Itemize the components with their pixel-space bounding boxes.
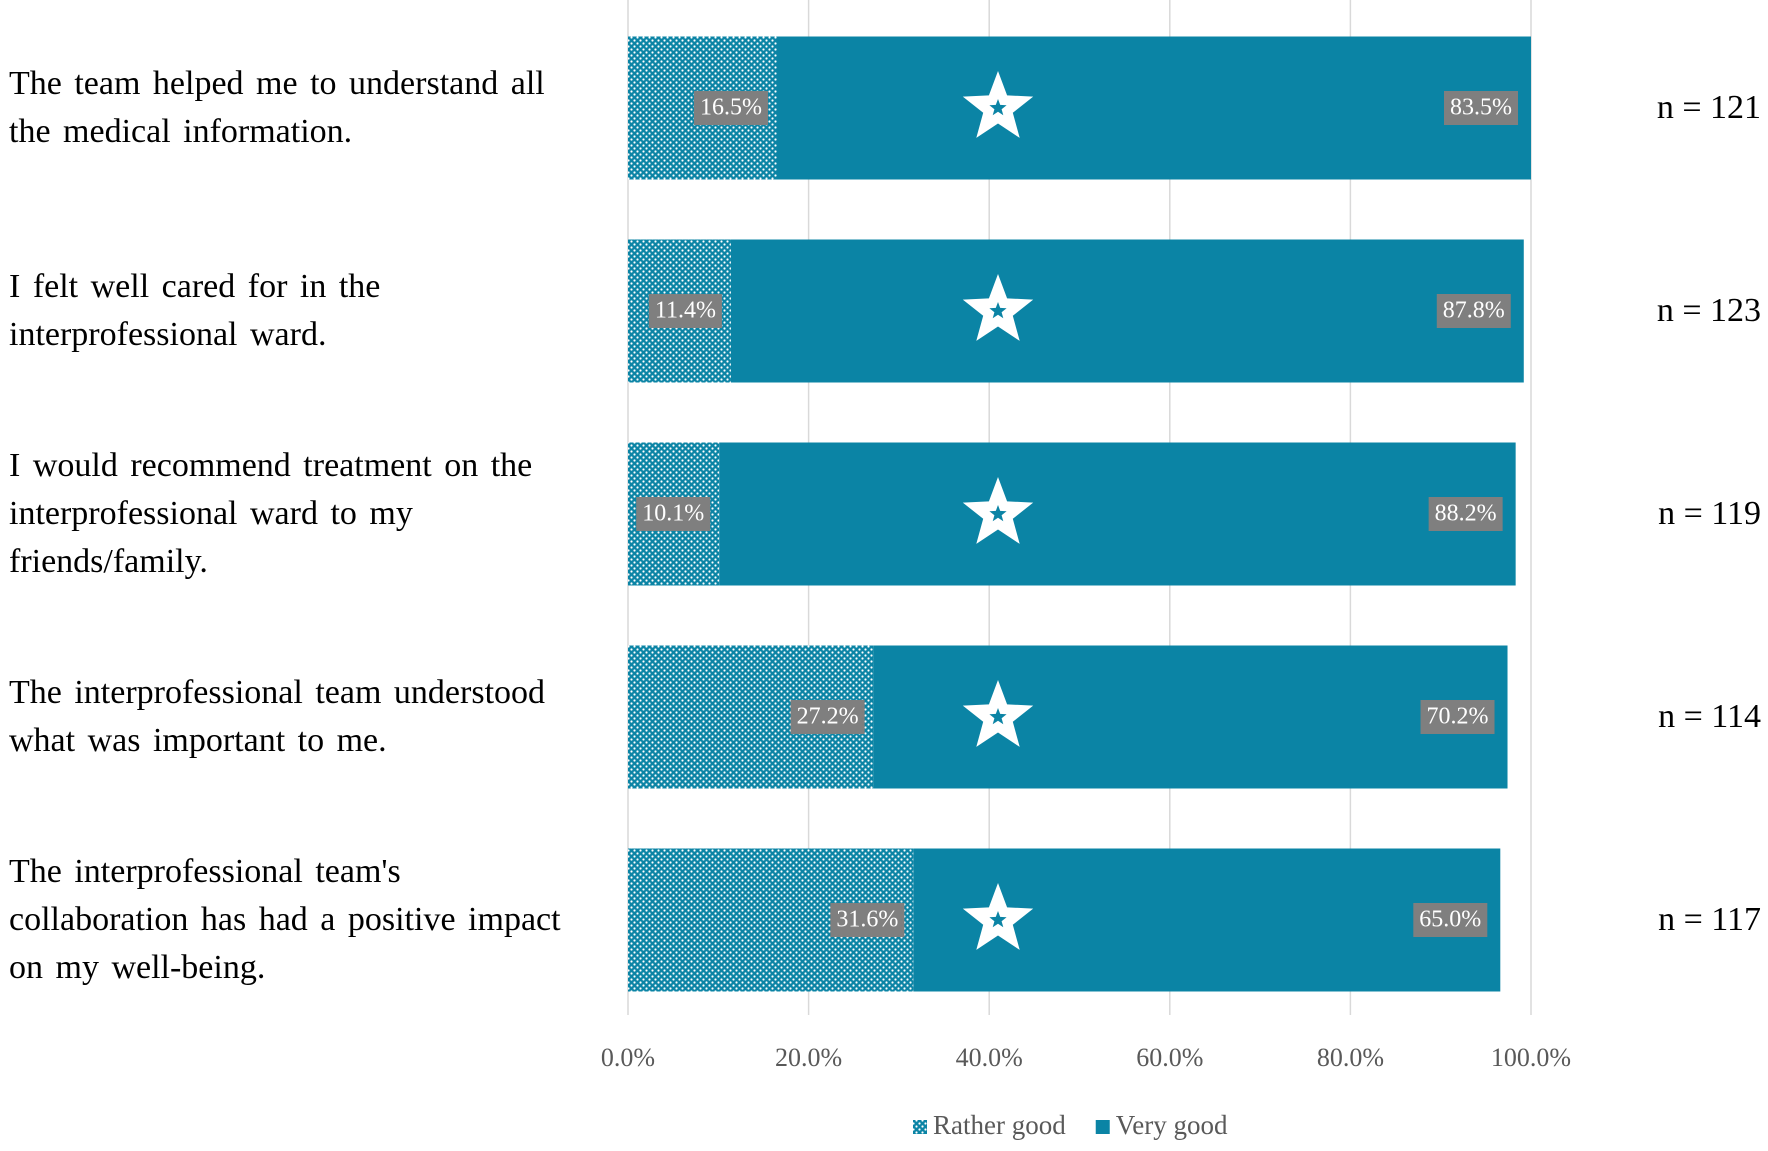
value-label: 11.4%	[655, 298, 716, 324]
x-tick-label: 0.0%	[601, 1043, 655, 1072]
bar-segment	[873, 645, 1508, 789]
category-label: The team helped me to understand all the…	[9, 65, 545, 150]
value-label-box	[1420, 700, 1495, 734]
value-label-box	[1436, 294, 1511, 328]
n-label: n = 114	[1658, 698, 1761, 735]
value-label-box	[1413, 903, 1488, 937]
value-label-box	[790, 700, 865, 734]
legend-marker	[1095, 1120, 1110, 1134]
legend-marker	[913, 1120, 927, 1134]
star-icon	[989, 708, 1007, 725]
x-tick-label: 40.0%	[956, 1043, 1023, 1072]
value-label-box	[693, 91, 768, 125]
legend-label: Very good	[1116, 1110, 1228, 1140]
value-label: 87.8%	[1443, 298, 1505, 324]
value-label: 27.2%	[797, 704, 859, 730]
star-icon	[989, 99, 1007, 116]
x-tick-label: 60.0%	[1136, 1043, 1203, 1072]
category-label: I felt well cared for in the interprofes…	[9, 268, 381, 353]
n-label: n = 121	[1656, 89, 1761, 126]
value-label-box	[1444, 91, 1518, 125]
value-label: 16.5%	[700, 95, 762, 121]
n-label: n = 123	[1656, 292, 1761, 329]
value-label: 31.6%	[836, 907, 898, 933]
legend-label: Rather good	[933, 1110, 1066, 1140]
bar-segment	[730, 239, 1524, 383]
value-label: 10.1%	[642, 501, 704, 527]
star-icon	[989, 302, 1007, 319]
category-label: The interprofessional team's collaborati…	[9, 853, 561, 986]
category-label: The interprofessional team understood wh…	[9, 674, 546, 759]
n-label: n = 119	[1658, 495, 1761, 532]
value-label: 88.2%	[1435, 501, 1497, 527]
x-tick-label: 20.0%	[775, 1043, 842, 1072]
star-icon	[989, 911, 1007, 928]
value-label-box	[830, 903, 905, 937]
value-label: 83.5%	[1450, 95, 1512, 121]
bar-segment	[719, 442, 1516, 586]
value-label-box	[648, 294, 722, 328]
value-label: 65.0%	[1419, 907, 1481, 933]
x-tick-label: 100.0%	[1491, 1043, 1571, 1072]
category-label: I would recommend treatment on the inter…	[9, 447, 533, 580]
value-label-box	[1428, 497, 1503, 531]
value-label-box	[636, 497, 711, 531]
n-label: n = 117	[1658, 901, 1761, 938]
bar-segment	[776, 36, 1531, 180]
star-icon	[989, 505, 1007, 522]
value-label: 70.2%	[1427, 704, 1489, 730]
x-tick-label: 80.0%	[1317, 1043, 1384, 1072]
